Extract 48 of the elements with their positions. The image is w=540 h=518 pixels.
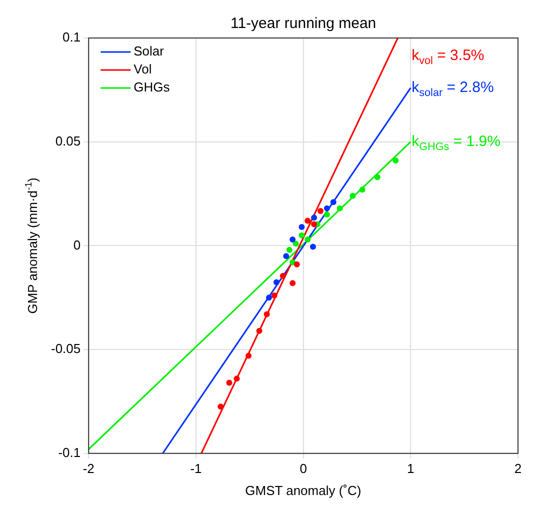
point [290,280,296,286]
point [294,261,300,268]
legend-label: GHGs [134,80,170,95]
y-tick-label: -0.1 [58,444,81,460]
point [311,221,318,228]
point [304,218,311,224]
point [271,292,278,299]
point [324,212,330,218]
point [298,224,305,230]
legend-label: Solar [134,44,165,59]
point [336,205,343,212]
point [350,192,356,199]
y-tick-label: 0.05 [55,133,81,148]
x-tick-label: -1 [190,460,202,476]
point [226,380,232,386]
x-tick-label: -2 [82,460,94,476]
point [273,279,280,286]
point [330,199,336,206]
point [234,376,240,382]
legend-label: Vol [134,62,152,77]
point [374,174,380,180]
y-tick-label: 0 [73,237,81,252]
y-tick-label: 0.1 [62,30,81,45]
x-axis-title: GMST anomaly (˚C) [245,482,362,498]
point [290,236,296,242]
point [286,246,292,253]
point [304,236,311,242]
point [292,240,299,247]
point [359,186,366,193]
point [392,158,399,164]
point [317,208,324,214]
point [256,328,262,334]
x-tick-label: 0 [300,460,307,476]
chart-title: 11-year running mean [230,15,376,32]
point [324,205,330,212]
point [311,214,318,221]
y-axis-title: GMP anomaly (mm·d-1) [24,178,40,314]
point [283,253,290,260]
y-tick-label: -0.05 [50,341,81,356]
x-tick-label: 2 [514,460,522,476]
x-tick-label: 1 [407,460,414,476]
point [246,352,252,359]
point [266,294,272,301]
point [310,244,316,250]
point [280,272,286,279]
point [264,311,270,318]
point [218,404,224,410]
point [298,232,305,238]
